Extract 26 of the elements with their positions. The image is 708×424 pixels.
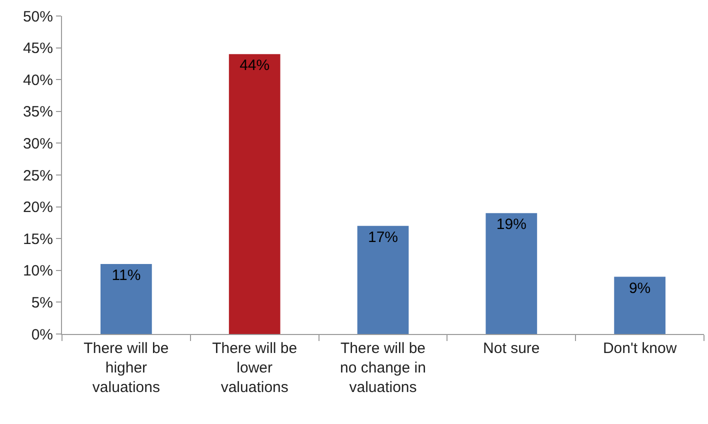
data-label: 11% xyxy=(112,267,141,284)
y-tick-label: 10% xyxy=(22,262,53,280)
y-tick-label: 30% xyxy=(22,135,53,152)
x-tick-label: There will be higher valuations xyxy=(84,340,169,396)
bar xyxy=(357,226,409,334)
data-label: 44% xyxy=(240,57,270,74)
data-label: 9% xyxy=(628,280,651,297)
y-tick-label: 40% xyxy=(22,72,53,89)
x-tick-label: There will be lower valuations xyxy=(212,340,298,396)
bar xyxy=(614,276,666,334)
y-tick-label: 35% xyxy=(22,104,53,121)
y-tick-label: 50% xyxy=(22,8,53,26)
data-label: 19% xyxy=(496,216,526,234)
x-tick-label: Don't know xyxy=(602,340,677,357)
y-tick-label: 15% xyxy=(22,230,53,248)
x-tick-label: There will be no change in valuations xyxy=(340,340,426,396)
y-tick-label: 0% xyxy=(31,326,53,344)
y-tick-label: 20% xyxy=(22,199,53,216)
data-label: 17% xyxy=(368,228,398,246)
x-tick-label: Not sure xyxy=(483,340,540,357)
y-tick-label: 25% xyxy=(22,167,53,184)
bar xyxy=(486,213,538,334)
y-tick-label: 45% xyxy=(22,40,53,58)
bar xyxy=(228,54,280,334)
bar xyxy=(100,264,152,334)
y-tick-label: 5% xyxy=(31,294,53,312)
